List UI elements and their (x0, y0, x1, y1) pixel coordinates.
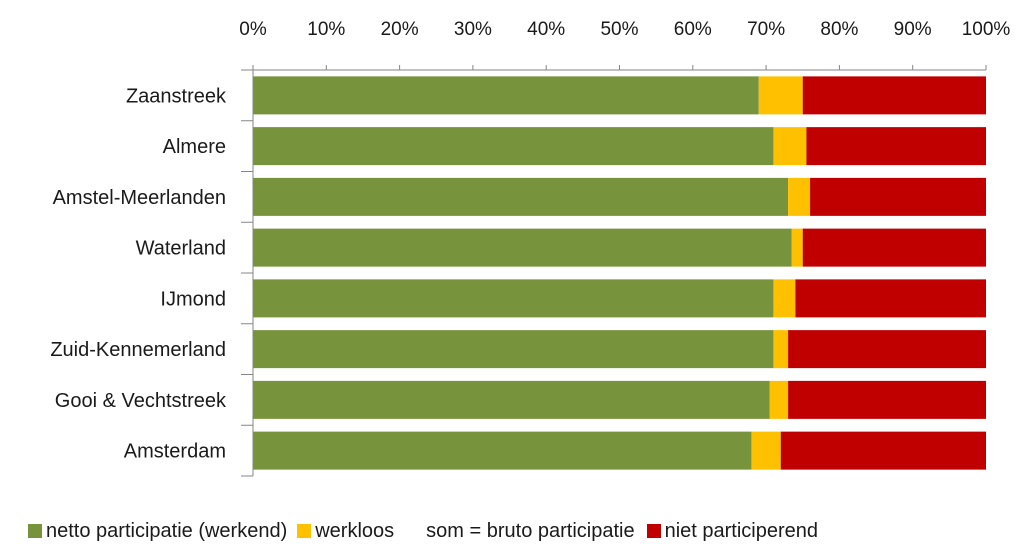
x-tick-label: 10% (307, 19, 345, 40)
category-label: Zuid-Kennemerland (50, 339, 226, 361)
bar-segment (795, 279, 986, 318)
bar-segment (802, 228, 986, 267)
bar-segment (780, 431, 986, 470)
x-axis-tick-labels: 0% 10% 20% 30% 40% 50% 60% 70% 80% 90% 100% (239, 19, 1010, 40)
x-tick-label: 60% (674, 19, 712, 40)
legend-item-niet-participerend: niet participerend (646, 519, 819, 543)
bar-segment (806, 127, 986, 166)
bar-segment (253, 380, 770, 419)
bar-segment (751, 431, 781, 470)
legend-swatch-netto (28, 524, 42, 538)
stacked-bar-chart: 0% 10% 20% 30% 40% 50% 60% 70% 80% 90% 100% Zaanst… (50, 19, 1010, 477)
bar-segment (802, 76, 986, 115)
x-tick-label: 30% (454, 19, 492, 40)
category-label: Almere (163, 136, 226, 158)
x-tick-label: 90% (894, 19, 932, 40)
x-tick-label: 70% (747, 19, 785, 40)
bar-segment (773, 330, 789, 369)
bar-segment (253, 228, 792, 267)
bar-segment (253, 431, 752, 470)
legend-label-netto: netto participatie (werkend) (46, 519, 288, 542)
axes (241, 65, 987, 477)
x-tick-label: 40% (527, 19, 565, 40)
legend-swatch-werkloos (297, 524, 312, 538)
bar-segment (788, 380, 986, 419)
category-label: Amstel-Meerlanden (53, 187, 226, 209)
bar-segment (758, 76, 803, 115)
bar-area (253, 76, 986, 470)
x-tick-label: 20% (381, 19, 419, 40)
bar-segment (791, 228, 803, 267)
bar-segment (253, 330, 774, 369)
bar-segment (253, 76, 759, 115)
bar-segment (253, 127, 774, 166)
x-tick-label: 50% (600, 19, 638, 40)
category-label: Zaanstreek (126, 85, 227, 107)
bar-segment (253, 177, 789, 216)
legend-swatch-niet-participerend (646, 524, 661, 538)
bar-segment (788, 330, 986, 369)
legend-note: som = bruto participatie (426, 519, 635, 542)
legend-label-niet-participerend: niet participerend (664, 519, 819, 542)
bar-segment (769, 380, 789, 419)
category-label: Gooi & Vechtstreek (55, 390, 227, 412)
x-tick-label: 100% (962, 19, 1011, 40)
bar-segment (773, 279, 796, 318)
bar-segment (810, 177, 986, 216)
category-label: Amsterdam (124, 441, 226, 463)
category-label: Waterland (136, 238, 226, 260)
legend-item-netto: netto participatie (werkend) (28, 520, 287, 543)
bar-segment (788, 177, 811, 216)
legend-label-werkloos: werkloos (315, 519, 395, 542)
bar-segment (253, 279, 774, 318)
x-tick-label: 0% (239, 19, 267, 40)
category-label: IJmond (160, 288, 226, 310)
legend: netto participatie (werkend) werkloos so… (28, 518, 818, 544)
category-labels: Zaanstreek Almere Amstel-Meerlanden Waterla… (50, 85, 227, 462)
x-tick-label: 80% (820, 19, 858, 40)
bar-segment (773, 127, 807, 166)
legend-item-werkloos: werkloos (297, 520, 394, 543)
